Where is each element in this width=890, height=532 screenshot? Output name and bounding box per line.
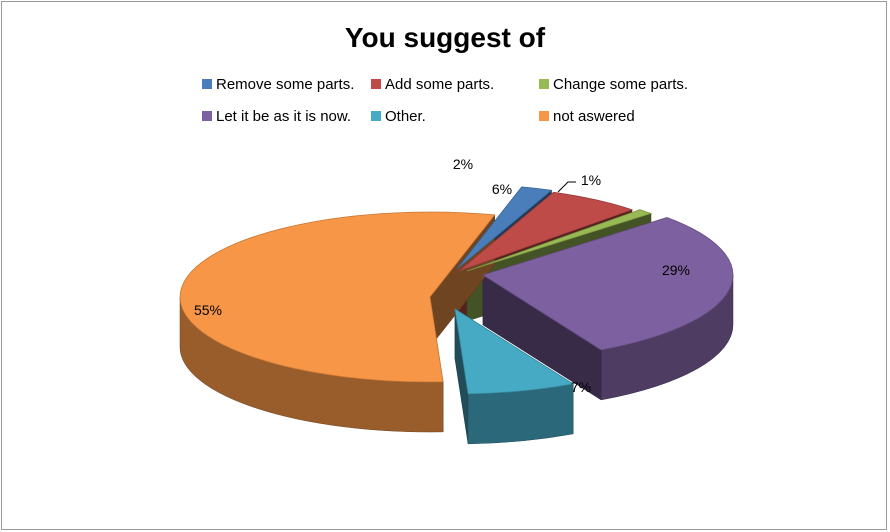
legend-item-add-some-parts: Add some parts.: [371, 76, 494, 93]
slice-change-some-parts: [466, 209, 653, 272]
legend-label: Other.: [385, 108, 426, 125]
pie-tops: [179, 186, 734, 395]
slice-add-some-parts: [458, 191, 634, 272]
legend-label: Let it be as it is now.: [216, 108, 351, 125]
legend-label: Add some parts.: [385, 76, 494, 93]
data-label-remove-some-parts: 2%: [453, 156, 473, 172]
legend-label: Remove some parts.: [216, 76, 354, 93]
leader-line: [557, 181, 576, 193]
legend-item-not-aswered: not aswered: [539, 108, 635, 125]
data-label-other: 7%: [571, 379, 591, 395]
slice-not-aswered: [179, 211, 496, 383]
data-label-let-it-be-as-it-is-now: 29%: [662, 262, 690, 278]
legend-swatch: [202, 111, 212, 121]
legend-swatch: [371, 79, 381, 89]
legend-swatch: [539, 111, 549, 121]
data-label-add-some-parts: 6%: [492, 181, 512, 197]
legend: Remove some parts. Add some parts. Change …: [202, 76, 688, 125]
slice-let-it-be-as-it-is-now: [482, 217, 734, 351]
slice-other: [454, 308, 575, 395]
legend-item-change-some-parts: Change some parts.: [539, 76, 688, 93]
slice-remove-some-parts: [456, 186, 553, 270]
legend-item-other: Other.: [371, 108, 426, 125]
legend-swatch: [202, 79, 212, 89]
data-labels: 2% 6% 1% 29% 7% 55%: [194, 156, 690, 395]
legend-label: Change some parts.: [553, 76, 688, 93]
legend-item-let-it-be-as-it-is-now: Let it be as it is now.: [202, 108, 351, 125]
data-label-change-some-parts: 1%: [581, 172, 601, 188]
legend-item-remove-some-parts: Remove some parts.: [202, 76, 354, 93]
legend-swatch: [371, 111, 381, 121]
data-label-not-aswered: 55%: [194, 302, 222, 318]
legend-label: not aswered: [553, 108, 635, 125]
legend-swatch: [539, 79, 549, 89]
chart-title: You suggest of: [345, 22, 546, 53]
